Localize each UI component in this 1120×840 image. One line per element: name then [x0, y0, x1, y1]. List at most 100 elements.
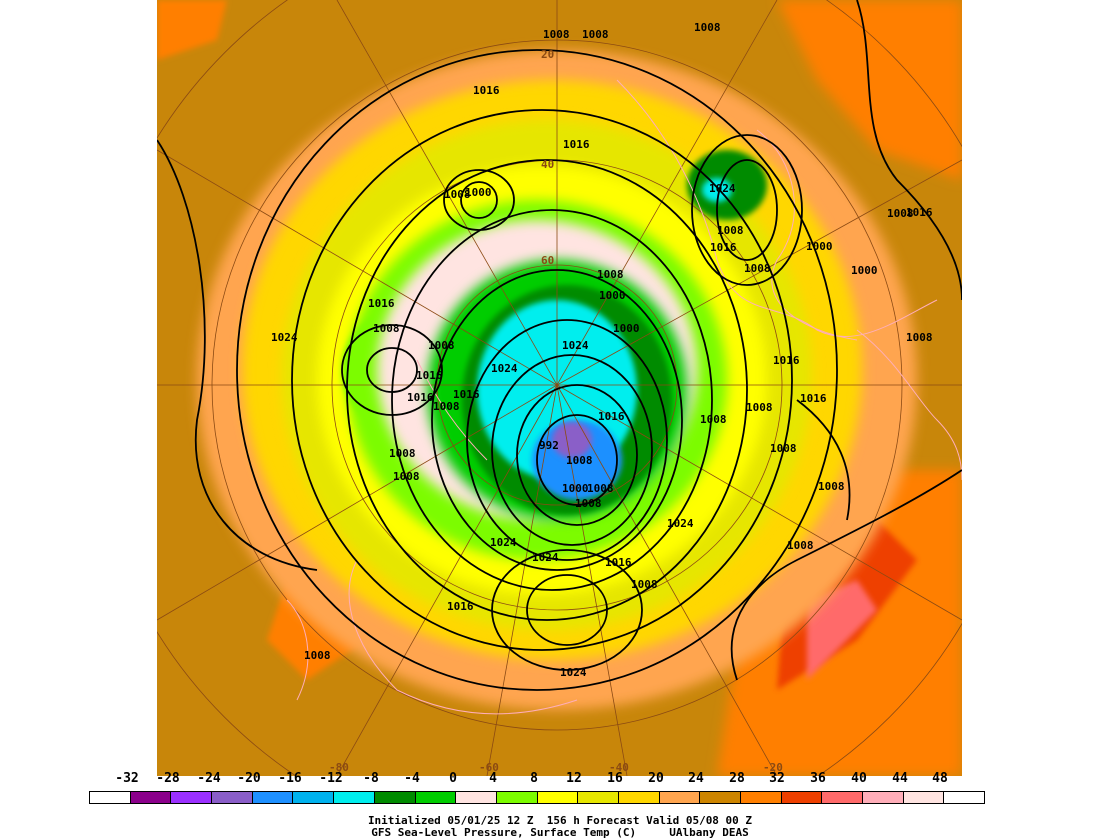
- pressure-label: 1008: [543, 28, 570, 41]
- legend-tick: 8: [530, 771, 538, 786]
- forecast-map: 20 40 60 -80 -60 -40 -20 1008 1008 1008 …: [157, 0, 962, 776]
- pressure-label: 1008: [597, 268, 624, 281]
- pressure-label: 1016: [598, 410, 625, 423]
- pressure-label: 1016: [563, 138, 590, 151]
- colorbar-swatch: [944, 792, 985, 803]
- colorbar-swatch: [863, 792, 904, 803]
- colorbar-swatch: [212, 792, 253, 803]
- forecast-caption: Initialized 05/01/25 12 Z 156 h Forecast…: [367, 814, 753, 827]
- pressure-labels: 1008 1008 1008 1016 1016 1000 1008 1024 …: [271, 21, 933, 679]
- legend-tick: 4: [489, 771, 497, 786]
- pressure-label: 1008: [582, 28, 609, 41]
- grid-label-neg40: -40: [609, 761, 629, 774]
- pressure-label: 1008: [304, 649, 331, 662]
- graticule-labels: 20 40 60 -80 -60 -40 -20: [329, 48, 783, 774]
- pressure-label: 1008: [575, 497, 602, 510]
- legend-tick: 48: [932, 771, 948, 786]
- pressure-label: 1000: [599, 289, 626, 302]
- pressure-label: 1008: [566, 454, 593, 467]
- colorbar-swatch: [903, 792, 945, 803]
- pressure-label: 1008: [717, 224, 744, 237]
- grid-label-20: 20: [541, 48, 554, 61]
- colorbar-swatch: [537, 792, 579, 803]
- pressure-label: 1024: [709, 182, 736, 195]
- pressure-label: 1000: [851, 264, 878, 277]
- legend-tick: 12: [566, 771, 582, 786]
- pressure-label: 1016: [773, 354, 800, 367]
- pressure-label: 1000: [465, 186, 492, 199]
- pressure-label: 1000: [562, 482, 589, 495]
- legend-tick: -12: [319, 771, 343, 786]
- legend-tick: 16: [607, 771, 623, 786]
- pressure-label: 1008: [393, 470, 420, 483]
- colorbar-swatch: [90, 792, 131, 803]
- legend-tick: 40: [851, 771, 867, 786]
- pressure-label: 1008: [746, 401, 773, 414]
- product-caption: GFS Sea-Level Pressure, Surface Temp (C)…: [371, 826, 749, 839]
- pressure-label: 1024: [532, 551, 559, 564]
- grid-label-neg80: -80: [329, 761, 349, 774]
- colorbar-swatch: [456, 792, 497, 803]
- pressure-label: 1016: [605, 556, 632, 569]
- colorbar-swatch: [334, 792, 375, 803]
- pressure-label: 1016: [407, 391, 434, 404]
- pressure-label: 1008: [770, 442, 797, 455]
- pressure-label: 1016: [800, 392, 827, 405]
- legend-tick: 24: [688, 771, 704, 786]
- pressure-label: 1008: [787, 539, 814, 552]
- pressure-label: 1008: [433, 400, 460, 413]
- colorbar-swatch: [130, 792, 172, 803]
- pressure-label: 1024: [271, 331, 298, 344]
- pressure-label: 1008: [428, 339, 455, 352]
- colorbar-swatch: [415, 792, 457, 803]
- pressure-label: 1008: [906, 331, 933, 344]
- pressure-label: 1016: [368, 297, 395, 310]
- pressure-label: 1016: [453, 388, 480, 401]
- grid-label-neg20: -20: [763, 761, 783, 774]
- coastlines: [286, 79, 962, 715]
- pressure-label: 1008: [587, 482, 614, 495]
- isobars: [157, 0, 962, 691]
- legend-tick: 28: [729, 771, 745, 786]
- pressure-label: 1016: [906, 206, 933, 219]
- pressure-label: 1008: [700, 413, 727, 426]
- colorbar-swatch: [171, 792, 213, 803]
- grid-label-40: 40: [541, 158, 554, 171]
- legend-tick: 0: [449, 771, 457, 786]
- colorbar-swatch: [252, 792, 294, 803]
- pressure-label: 1000: [806, 240, 833, 253]
- colorbar-swatch: [293, 792, 335, 803]
- pressure-label: 1024: [562, 339, 589, 352]
- legend-tick: 36: [810, 771, 826, 786]
- pressure-label: 1008: [373, 322, 400, 335]
- legend-tick: -8: [363, 771, 379, 786]
- pressure-label: 1024: [491, 362, 518, 375]
- colorbar-swatch: [781, 792, 823, 803]
- legend-tick: -32: [115, 771, 139, 786]
- colorbar-swatch: [700, 792, 741, 803]
- pressure-label: 1016: [416, 369, 443, 382]
- legend-tick: 44: [892, 771, 908, 786]
- pressure-label: 1016: [447, 600, 474, 613]
- graticule: [157, 0, 962, 776]
- pressure-label: 1008: [887, 207, 914, 220]
- colorbar-swatch: [374, 792, 416, 803]
- colorbar-swatch: [659, 792, 701, 803]
- colorbar-swatch: [741, 792, 782, 803]
- pressure-label: 1024: [560, 666, 587, 679]
- colorbar-swatch: [618, 792, 660, 803]
- pressure-label: 1008: [631, 578, 658, 591]
- temperature-colorbar: [89, 791, 985, 804]
- pressure-label: 1024: [667, 517, 694, 530]
- legend-tick: -20: [237, 771, 261, 786]
- legend-tick: -16: [278, 771, 302, 786]
- pressure-label: 1000: [613, 322, 640, 335]
- pressure-label: 1016: [710, 241, 737, 254]
- colorbar-swatch: [496, 792, 538, 803]
- grid-label-neg60: -60: [479, 761, 499, 774]
- legend-tick: -24: [197, 771, 221, 786]
- pressure-label: 1008: [389, 447, 416, 460]
- pressure-label: 1008: [444, 188, 471, 201]
- colorbar-swatch: [822, 792, 864, 803]
- pressure-label: 1008: [694, 21, 721, 34]
